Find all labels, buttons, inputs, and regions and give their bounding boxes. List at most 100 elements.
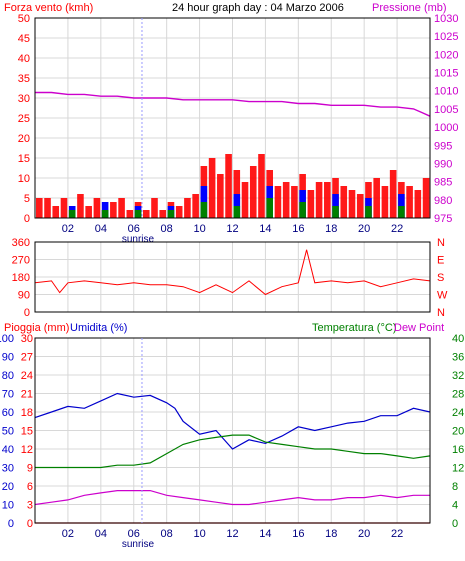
panel1-xtick-label: 20 — [358, 223, 370, 235]
compass-label: E — [437, 255, 444, 267]
panel1-ytick-right: 1000 — [434, 122, 458, 134]
pressure-line — [35, 91, 431, 117]
panel3-ytick-humidity: 10 — [2, 500, 14, 512]
panel3-ytick-rain: 6 — [27, 481, 33, 493]
panel3-ytick-humidity: 100 — [0, 333, 14, 345]
panel3-ytick-temp: 36 — [452, 352, 464, 364]
panel3-ytick-rain: 15 — [21, 426, 33, 438]
panel3-xtick-label: 18 — [325, 528, 337, 540]
panel3-ytick-humidity: 40 — [2, 444, 14, 456]
panel3-ytick-humidity: 20 — [2, 481, 14, 493]
humidity-line — [34, 392, 431, 450]
wind-bar — [60, 198, 68, 218]
wind-bar — [348, 190, 356, 218]
panel1-ytick-right: 995 — [434, 140, 452, 152]
wind-bar — [307, 190, 315, 218]
panel3-xtick-label: 16 — [292, 528, 304, 540]
panel1-sunrise-label: sunrise — [122, 234, 155, 245]
panel1-ytick-left: 35 — [18, 73, 30, 85]
wind-bar — [110, 202, 117, 218]
wind-bar — [414, 190, 422, 218]
wind-bar — [52, 206, 60, 218]
wind-bar — [217, 174, 224, 218]
panel1-xtick-label: 14 — [259, 223, 271, 235]
panel3-ytick-rain: 3 — [27, 500, 33, 512]
wind-bar — [85, 206, 92, 218]
panel1-frame — [34, 17, 431, 219]
panel1-ytick-right: 975 — [434, 213, 452, 225]
avg-wind-bar — [134, 210, 142, 218]
panel1-ytick-right: 1025 — [434, 31, 458, 43]
panel1-ytick-right: 1030 — [434, 13, 458, 25]
panel1-ylabel: Forza vento (kmh) — [4, 2, 93, 14]
compass-label: S — [437, 272, 444, 284]
dewpoint-line — [34, 490, 430, 506]
panel3-ylabel-rain: Pioggia (mm) — [4, 322, 69, 334]
panel3-xtick-label: 22 — [391, 528, 403, 540]
avg-wind-bar — [233, 206, 241, 218]
panel3-ytick-rain: 9 — [27, 463, 33, 475]
panel1-ylabel2: Pressione (mb) — [372, 2, 447, 14]
panel2-ytick-left: 360 — [12, 237, 30, 249]
panel3-xtick-label: 06 — [128, 528, 140, 540]
wind-bar — [340, 186, 348, 218]
compass-label: W — [437, 290, 448, 302]
panel3-frame — [34, 337, 431, 524]
wind-bar — [249, 166, 257, 218]
panel3-ytick-humidity: 0 — [8, 518, 14, 530]
panel1-ytick-left: 25 — [18, 113, 30, 125]
panel3-xtick-label: 02 — [62, 528, 74, 540]
panel1-ytick-left: 15 — [18, 153, 30, 165]
wind-bar — [126, 210, 134, 218]
panel1-ytick-left: 45 — [18, 33, 30, 45]
panel3-ytick-temp: 28 — [452, 389, 464, 401]
avg-wind-bar — [398, 206, 405, 218]
panel1-xtick-label: 22 — [391, 223, 403, 235]
panel3-ytick-temp: 16 — [452, 444, 464, 456]
panel1-ytick-left: 40 — [18, 53, 30, 65]
avg-wind-bar — [299, 202, 306, 218]
panel1-ytick-left: 10 — [18, 173, 30, 185]
panel3-ytick-temp: 12 — [452, 463, 464, 475]
panel2-ytick-left: 90 — [18, 290, 30, 302]
panel1-xtick-label: 10 — [193, 223, 205, 235]
panel3-ytick-rain: 0 — [27, 518, 33, 530]
avg-wind-bar — [167, 210, 175, 218]
panel1-ytick-right: 980 — [434, 195, 452, 207]
panel1-ytick-left: 20 — [18, 133, 30, 145]
avg-wind-bar — [200, 202, 208, 218]
panel3-ytick-rain: 18 — [21, 407, 33, 419]
panel3-ytick-humidity: 80 — [2, 370, 14, 382]
panel3-ytick-temp: 40 — [452, 333, 464, 345]
panel3-xtick-label: 04 — [95, 528, 107, 540]
wind-bar — [381, 186, 389, 218]
panel3-ylabel-humidity: Umidita (%) — [70, 322, 127, 334]
panel3-ytick-temp: 0 — [452, 518, 458, 530]
wind-bar — [324, 182, 331, 218]
wind-direction-line — [34, 249, 431, 296]
panel3-ylabel-temp: Temperatura (°C) — [312, 322, 396, 334]
panel1-ytick-right: 1015 — [434, 68, 458, 80]
panel3-ytick-rain: 30 — [21, 333, 33, 345]
wind-bar — [406, 186, 413, 218]
panel3-xtick-label: 12 — [226, 528, 238, 540]
panel1-ytick-right: 1020 — [434, 49, 458, 61]
wind-bar — [258, 154, 265, 218]
panel1-ytick-left: 5 — [24, 193, 30, 205]
compass-label: N — [437, 237, 445, 249]
wind-bar — [225, 154, 232, 218]
panel1-xtick-label: 16 — [292, 223, 304, 235]
panel3-ytick-rain: 12 — [21, 444, 33, 456]
panel3-sunrise-label: sunrise — [122, 539, 155, 550]
panel3-ytick-humidity: 70 — [2, 389, 14, 401]
panel2-ytick-left: 0 — [24, 307, 30, 319]
panel1-title: 24 hour graph day : 04 Marzo 2006 — [172, 2, 344, 14]
panel3-xtick-label: 20 — [358, 528, 370, 540]
panel1-ytick-left: 0 — [24, 213, 30, 225]
avg-wind-bar — [101, 210, 109, 218]
panel3-ytick-temp: 32 — [452, 370, 464, 382]
panel2-frame — [34, 241, 431, 313]
wind-bar — [175, 206, 183, 218]
panel2-ytick-left: 180 — [12, 272, 30, 284]
